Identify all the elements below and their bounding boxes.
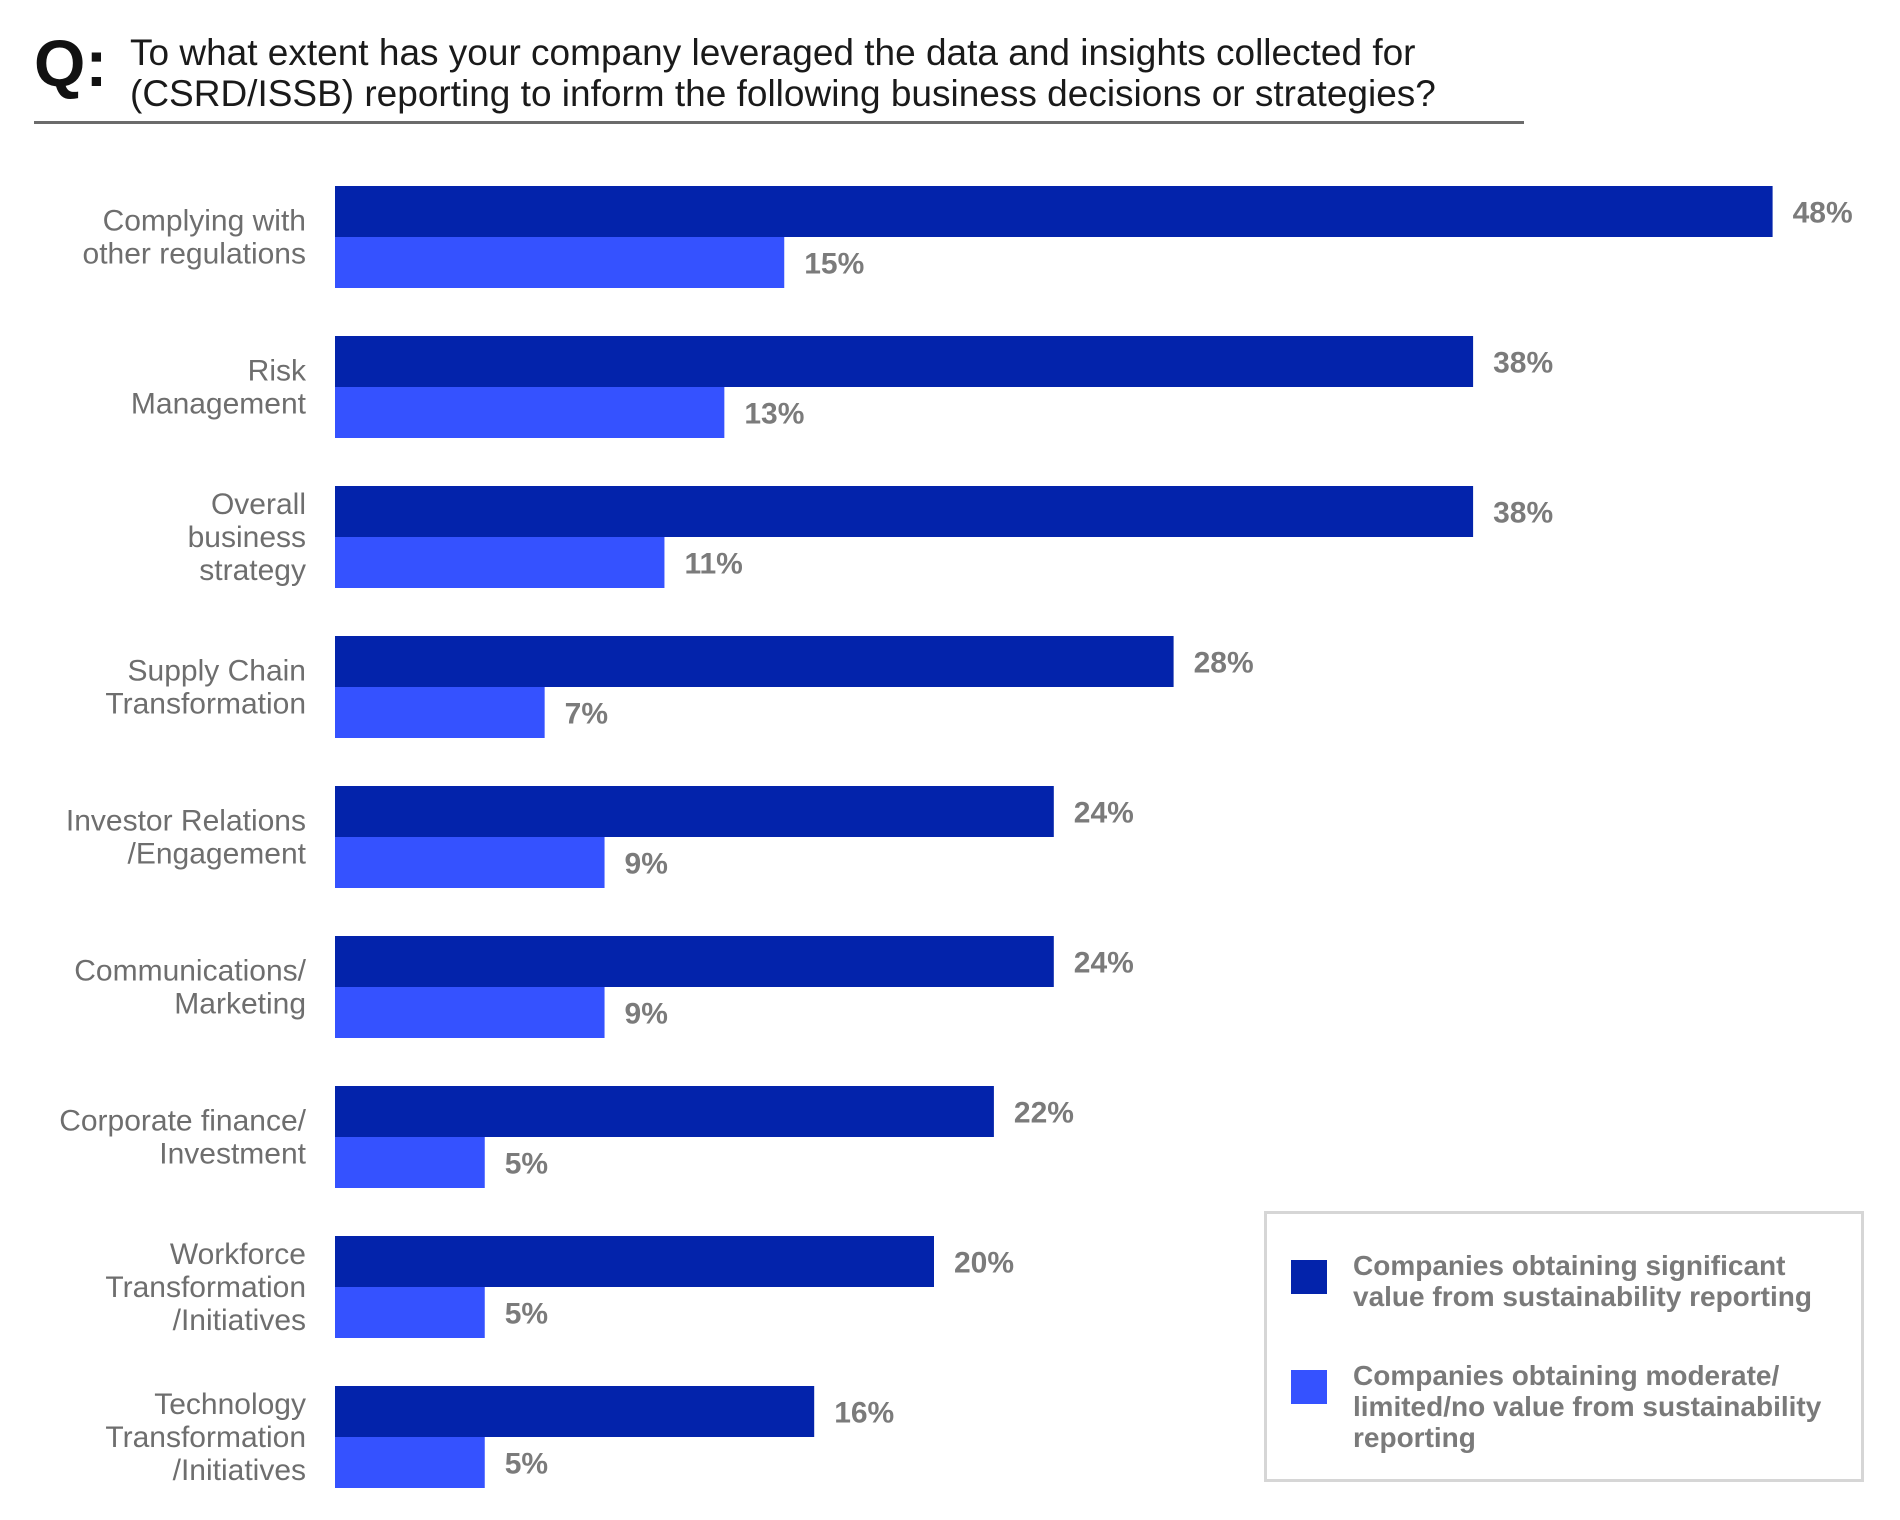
value-label-significant: 20% <box>954 1247 1014 1280</box>
value-label-moderate: 13% <box>744 398 804 431</box>
category-label-line: Investor Relations <box>66 805 306 838</box>
category-label-line: Overall <box>211 488 306 521</box>
bar-moderate <box>335 687 545 738</box>
value-label-significant: 28% <box>1194 647 1254 680</box>
bar-significant <box>335 636 1174 687</box>
category-label: Communications/Marketing <box>74 955 306 1021</box>
bar-significant <box>335 336 1474 387</box>
category-label-line: Investment <box>159 1138 306 1171</box>
category-label-line: Complying with <box>103 205 306 238</box>
bar-moderate <box>335 1287 485 1338</box>
bar-moderate <box>335 537 665 588</box>
category-label-line: Transformation <box>105 1271 306 1304</box>
legend-swatch-significant <box>1291 1260 1327 1294</box>
question-text: To what extent has your company leverage… <box>130 32 1436 114</box>
value-label-significant: 24% <box>1074 797 1134 830</box>
category-label-line: Technology <box>154 1388 306 1421</box>
value-label-significant: 38% <box>1493 347 1553 380</box>
category-label-line: business <box>188 521 306 554</box>
category-label-line: Corporate finance/ <box>59 1105 306 1138</box>
category-label-line: Supply Chain <box>128 655 306 688</box>
category-label-line: Communications/ <box>74 955 306 988</box>
category-label-line: Risk <box>248 355 307 388</box>
bar-moderate <box>335 987 605 1038</box>
legend-label-significant: Companies obtaining significant value fr… <box>1353 1250 1812 1312</box>
value-label-significant: 22% <box>1014 1097 1074 1130</box>
category-label: Technology Transformation/Initiatives <box>105 1388 306 1487</box>
category-label: Corporate finance/Investment <box>59 1105 306 1171</box>
legend-item-moderate: Companies obtaining moderate/ limited/no… <box>1291 1360 1853 1453</box>
value-label-significant: 48% <box>1793 197 1853 230</box>
value-label-significant: 38% <box>1493 497 1553 530</box>
value-label-significant: 16% <box>834 1397 894 1430</box>
bar-moderate <box>335 387 725 438</box>
bar-moderate <box>335 237 785 288</box>
bar-significant <box>335 186 1773 237</box>
category-label-line: Management <box>131 388 307 421</box>
legend-label-moderate: Companies obtaining moderate/ limited/no… <box>1353 1360 1822 1453</box>
category-label-line: /Initiatives <box>173 1304 306 1337</box>
value-label-moderate: 5% <box>505 1448 548 1481</box>
bar-moderate <box>335 1137 485 1188</box>
category-label-line: other regulations <box>83 238 306 271</box>
category-label-line: Workforce <box>170 1238 306 1271</box>
bar-significant <box>335 1236 934 1287</box>
question-label: Q: <box>34 26 108 100</box>
value-label-moderate: 5% <box>505 1148 548 1181</box>
category-label-line: /Engagement <box>128 838 307 871</box>
value-label-significant: 24% <box>1074 947 1134 980</box>
value-label-moderate: 9% <box>625 848 668 881</box>
category-label: Supply Chain Transformation <box>105 655 306 721</box>
value-label-moderate: 7% <box>565 698 608 731</box>
category-label: Overall business strategy <box>188 488 306 587</box>
value-label-moderate: 15% <box>804 248 864 281</box>
category-label: Risk Management <box>131 355 307 421</box>
bar-moderate <box>335 1437 485 1488</box>
category-label-line: /Initiatives <box>173 1454 306 1487</box>
category-label-line: strategy <box>199 554 306 587</box>
legend-swatch-moderate <box>1291 1370 1327 1404</box>
chart-legend: Companies obtaining significant value fr… <box>1264 1211 1864 1482</box>
bar-moderate <box>335 837 605 888</box>
category-label-line: Transformation <box>105 1421 306 1454</box>
category-label-line: Transformation <box>105 688 306 721</box>
category-label: Workforce Transformation/Initiatives <box>105 1238 306 1337</box>
value-label-moderate: 9% <box>625 998 668 1031</box>
category-label: Investor Relations/Engagement <box>66 805 307 871</box>
bar-significant <box>335 486 1474 537</box>
value-label-moderate: 11% <box>684 548 742 581</box>
bar-significant <box>335 1086 994 1137</box>
legend-item-significant: Companies obtaining significant value fr… <box>1291 1250 1853 1312</box>
bar-significant <box>335 786 1054 837</box>
value-label-moderate: 5% <box>505 1298 548 1331</box>
category-label-line: Marketing <box>174 988 306 1021</box>
bar-significant <box>335 1386 815 1437</box>
question-underline <box>34 121 1524 124</box>
category-label: Complying with other regulations <box>83 205 306 271</box>
bar-significant <box>335 936 1054 987</box>
